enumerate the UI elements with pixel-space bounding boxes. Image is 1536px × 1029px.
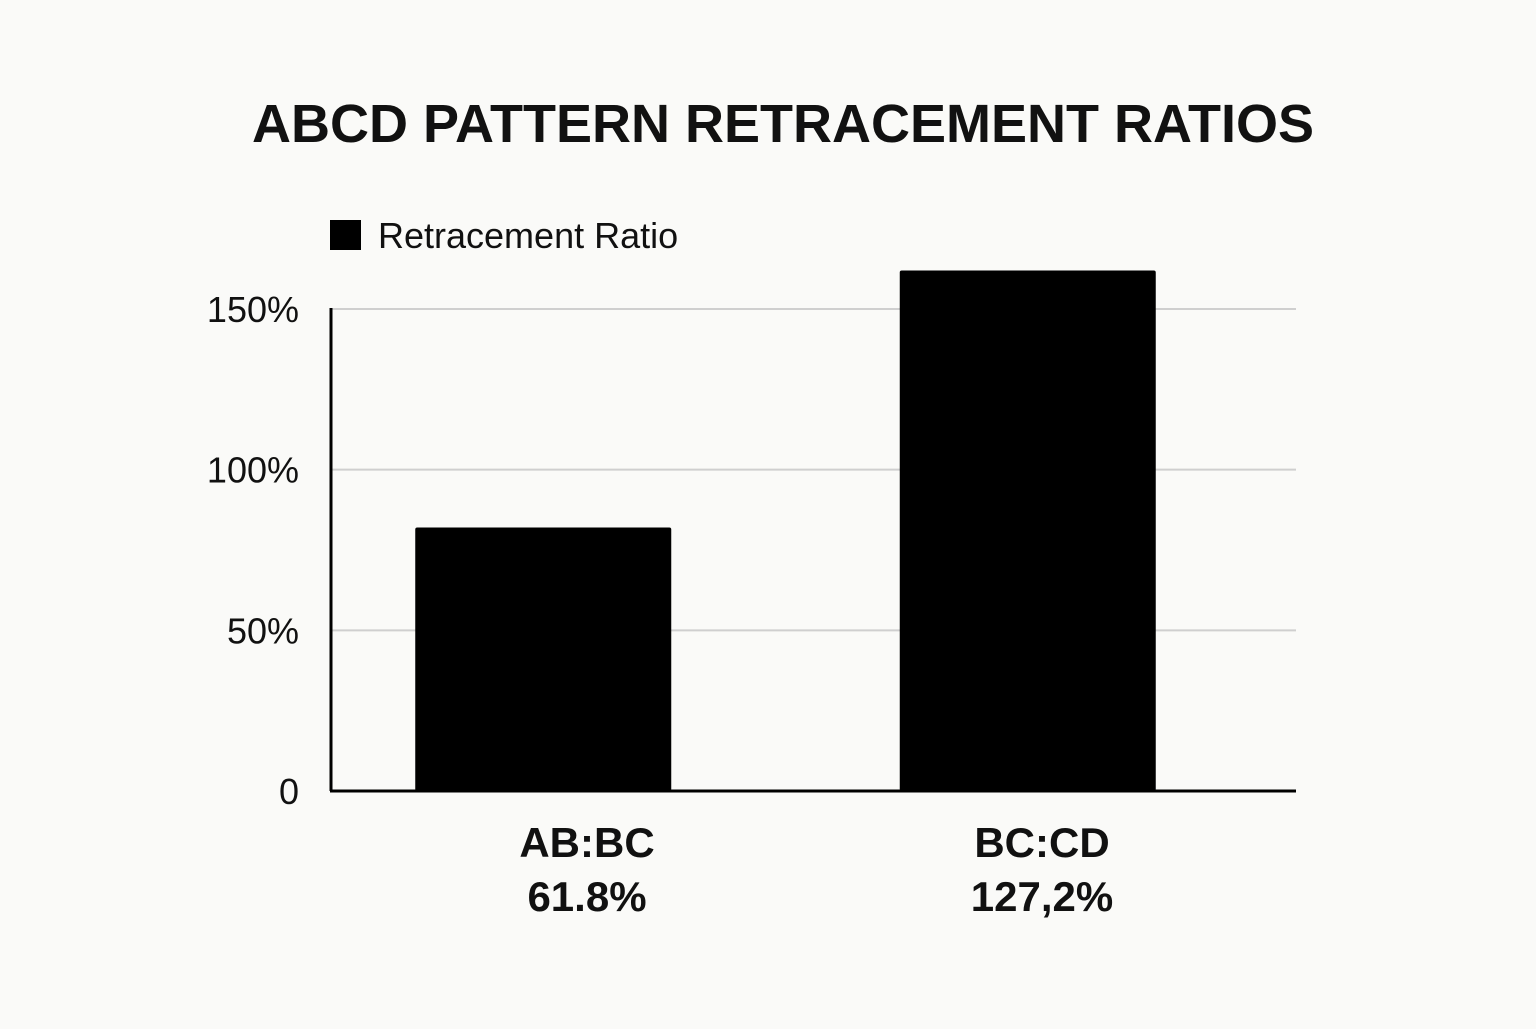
y-tick-label: 100%: [207, 450, 299, 491]
y-tick-label: 0: [279, 771, 299, 812]
x-category-value-bc-cd: 127,2%: [971, 873, 1113, 920]
x-category-label-bc-cd: BC:CD: [974, 819, 1109, 866]
x-category-value-ab-bc: 61.8%: [527, 873, 646, 920]
chart-title: ABCD PATTERN RETRACEMENT RATIOS: [252, 94, 1314, 154]
y-axis-ticks: 0 50% 100% 150%: [207, 289, 299, 812]
bars: [415, 270, 1156, 791]
y-tick-label: 150%: [207, 289, 299, 330]
bar-bc-cd: [899, 270, 1156, 791]
bar-ab-bc: [415, 527, 672, 791]
y-tick-label: 50%: [227, 610, 299, 651]
legend-swatch: [330, 220, 361, 250]
x-category-label-ab-bc: AB:BC: [519, 819, 654, 866]
legend-label: Retracement Ratio: [378, 215, 678, 256]
